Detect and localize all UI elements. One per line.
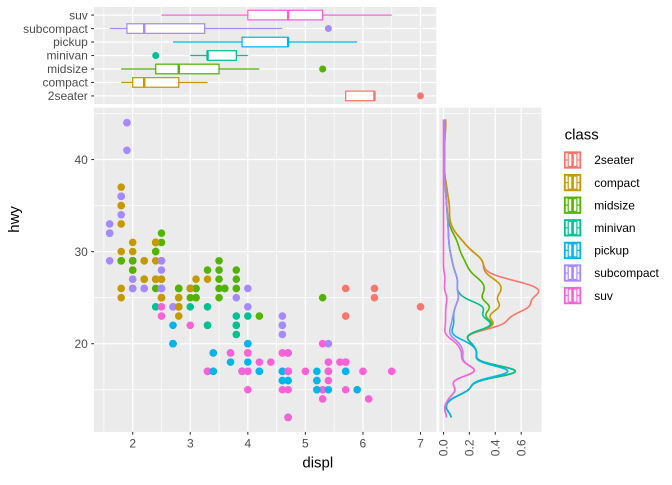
svg-text:displ: displ bbox=[302, 455, 333, 472]
svg-text:2seater: 2seater bbox=[594, 153, 634, 167]
svg-text:compact: compact bbox=[42, 76, 88, 90]
svg-text:7: 7 bbox=[417, 436, 424, 450]
svg-text:2seater: 2seater bbox=[48, 89, 88, 103]
svg-text:3: 3 bbox=[187, 436, 194, 450]
svg-text:suv: suv bbox=[594, 289, 613, 303]
svg-text:suv: suv bbox=[69, 8, 88, 22]
svg-text:subcompact: subcompact bbox=[23, 22, 88, 36]
svg-text:midsize: midsize bbox=[594, 198, 635, 212]
svg-text:30: 30 bbox=[74, 245, 88, 259]
svg-text:6: 6 bbox=[360, 436, 367, 450]
svg-text:20: 20 bbox=[74, 337, 88, 351]
svg-text:subcompact: subcompact bbox=[594, 266, 659, 280]
svg-text:0.4: 0.4 bbox=[489, 439, 503, 456]
svg-text:midsize: midsize bbox=[47, 62, 88, 76]
svg-text:pickup: pickup bbox=[53, 35, 88, 49]
svg-text:minivan: minivan bbox=[46, 49, 87, 63]
svg-text:compact: compact bbox=[594, 176, 640, 190]
svg-text:2: 2 bbox=[129, 436, 136, 450]
svg-text:0.0: 0.0 bbox=[437, 439, 451, 456]
svg-text:40: 40 bbox=[74, 153, 88, 167]
svg-text:5: 5 bbox=[302, 436, 309, 450]
svg-text:pickup: pickup bbox=[594, 244, 629, 258]
svg-text:0.2: 0.2 bbox=[463, 439, 477, 456]
svg-text:class: class bbox=[565, 127, 599, 144]
svg-text:hwy: hwy bbox=[6, 206, 23, 233]
svg-text:4: 4 bbox=[244, 436, 251, 450]
svg-text:minivan: minivan bbox=[594, 221, 635, 235]
svg-text:0.6: 0.6 bbox=[514, 439, 528, 456]
